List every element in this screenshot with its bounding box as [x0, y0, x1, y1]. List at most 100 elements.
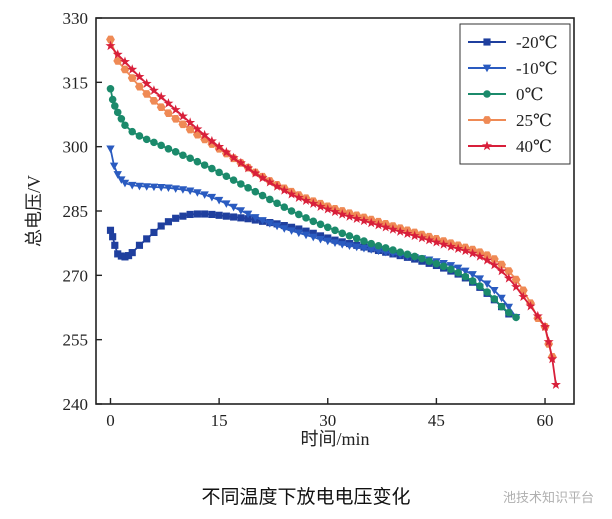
data-point: [512, 313, 520, 322]
data-point: [438, 239, 449, 249]
data-point: [301, 195, 312, 205]
data-point: [330, 206, 340, 217]
data-point: [367, 246, 376, 254]
data-point: [295, 210, 303, 219]
data-point: [287, 207, 296, 215]
data-point: [309, 229, 317, 237]
legend-marker: [483, 90, 491, 98]
data-point: [243, 210, 253, 219]
data-point: [338, 241, 347, 249]
data-point: [504, 303, 514, 312]
data-point: [330, 239, 340, 247]
data-point: [135, 82, 144, 91]
legend-label: 25℃: [516, 111, 552, 130]
data-point: [525, 300, 536, 311]
data-point: [120, 179, 130, 188]
legend-label: 40℃: [516, 137, 552, 156]
data-point: [117, 252, 125, 260]
data-point: [127, 64, 138, 74]
data-point: [170, 104, 181, 115]
data-point: [489, 255, 499, 263]
data-point: [323, 223, 332, 232]
data-point: [157, 141, 165, 150]
data-point: [251, 187, 260, 196]
data-point: [156, 103, 166, 112]
data-point: [409, 230, 420, 241]
y-tick-label: 270: [63, 266, 89, 285]
data-point: [214, 196, 224, 205]
data-point: [235, 157, 246, 168]
data-point: [273, 199, 281, 208]
data-point: [497, 302, 506, 311]
data-point: [257, 172, 268, 183]
data-point: [366, 217, 377, 228]
data-point: [201, 210, 209, 218]
data-point: [475, 275, 485, 283]
data-point: [359, 244, 369, 253]
data-point: [199, 129, 210, 140]
watermark-text: 池技术知识平台: [502, 491, 594, 506]
data-point: [120, 65, 130, 74]
data-point: [374, 247, 383, 256]
figure-caption: 不同温度下放电电压变化: [201, 486, 411, 508]
data-point: [251, 214, 260, 222]
data-point: [229, 176, 238, 184]
data-point: [236, 207, 246, 215]
series-5: [105, 40, 561, 389]
data-point: [380, 222, 391, 232]
data-point: [447, 265, 455, 274]
data-point: [338, 229, 347, 238]
data-point: [106, 84, 115, 93]
data-point: [222, 200, 231, 208]
data-point: [178, 120, 188, 129]
data-point: [439, 262, 448, 271]
data-point: [322, 204, 333, 214]
data-point: [280, 225, 289, 233]
data-point: [272, 222, 282, 231]
data-point: [425, 257, 433, 265]
data-point: [294, 229, 303, 238]
data-point: [490, 286, 499, 295]
data-point: [164, 218, 172, 226]
data-point: [157, 222, 165, 230]
x-tick-label: 45: [428, 411, 445, 430]
data-point: [237, 214, 245, 222]
data-point: [193, 157, 202, 166]
data-point: [141, 78, 152, 88]
data-point: [215, 168, 223, 177]
legend-marker: [482, 116, 492, 124]
data-point: [106, 145, 115, 154]
data-point: [125, 252, 133, 260]
data-point: [489, 259, 500, 270]
x-tick-label: 0: [106, 411, 115, 430]
y-tick-label: 315: [63, 73, 89, 92]
data-point: [490, 295, 499, 303]
data-point: [316, 232, 325, 240]
data-point: [244, 215, 252, 223]
data-point: [142, 135, 151, 144]
data-point: [468, 271, 477, 279]
data-point: [178, 186, 188, 194]
data-point: [540, 321, 551, 332]
x-tick-label: 60: [537, 411, 554, 430]
data-point: [135, 132, 144, 140]
data-point: [518, 291, 529, 302]
data-point: [309, 233, 318, 242]
data-point: [504, 267, 514, 275]
data-point: [483, 288, 491, 296]
data-point: [185, 117, 196, 127]
legend-label: -10℃: [516, 59, 558, 78]
data-point: [316, 235, 325, 244]
data-point: [467, 248, 478, 258]
data-point: [134, 71, 145, 82]
data-point: [207, 193, 217, 202]
data-point: [264, 177, 275, 187]
legend-label: -20℃: [516, 33, 558, 52]
data-point: [316, 220, 325, 229]
data-point: [331, 226, 339, 235]
data-point: [543, 336, 554, 347]
data-point: [258, 191, 267, 200]
data-point: [505, 308, 513, 317]
data-point: [185, 187, 195, 196]
data-point: [135, 241, 144, 249]
